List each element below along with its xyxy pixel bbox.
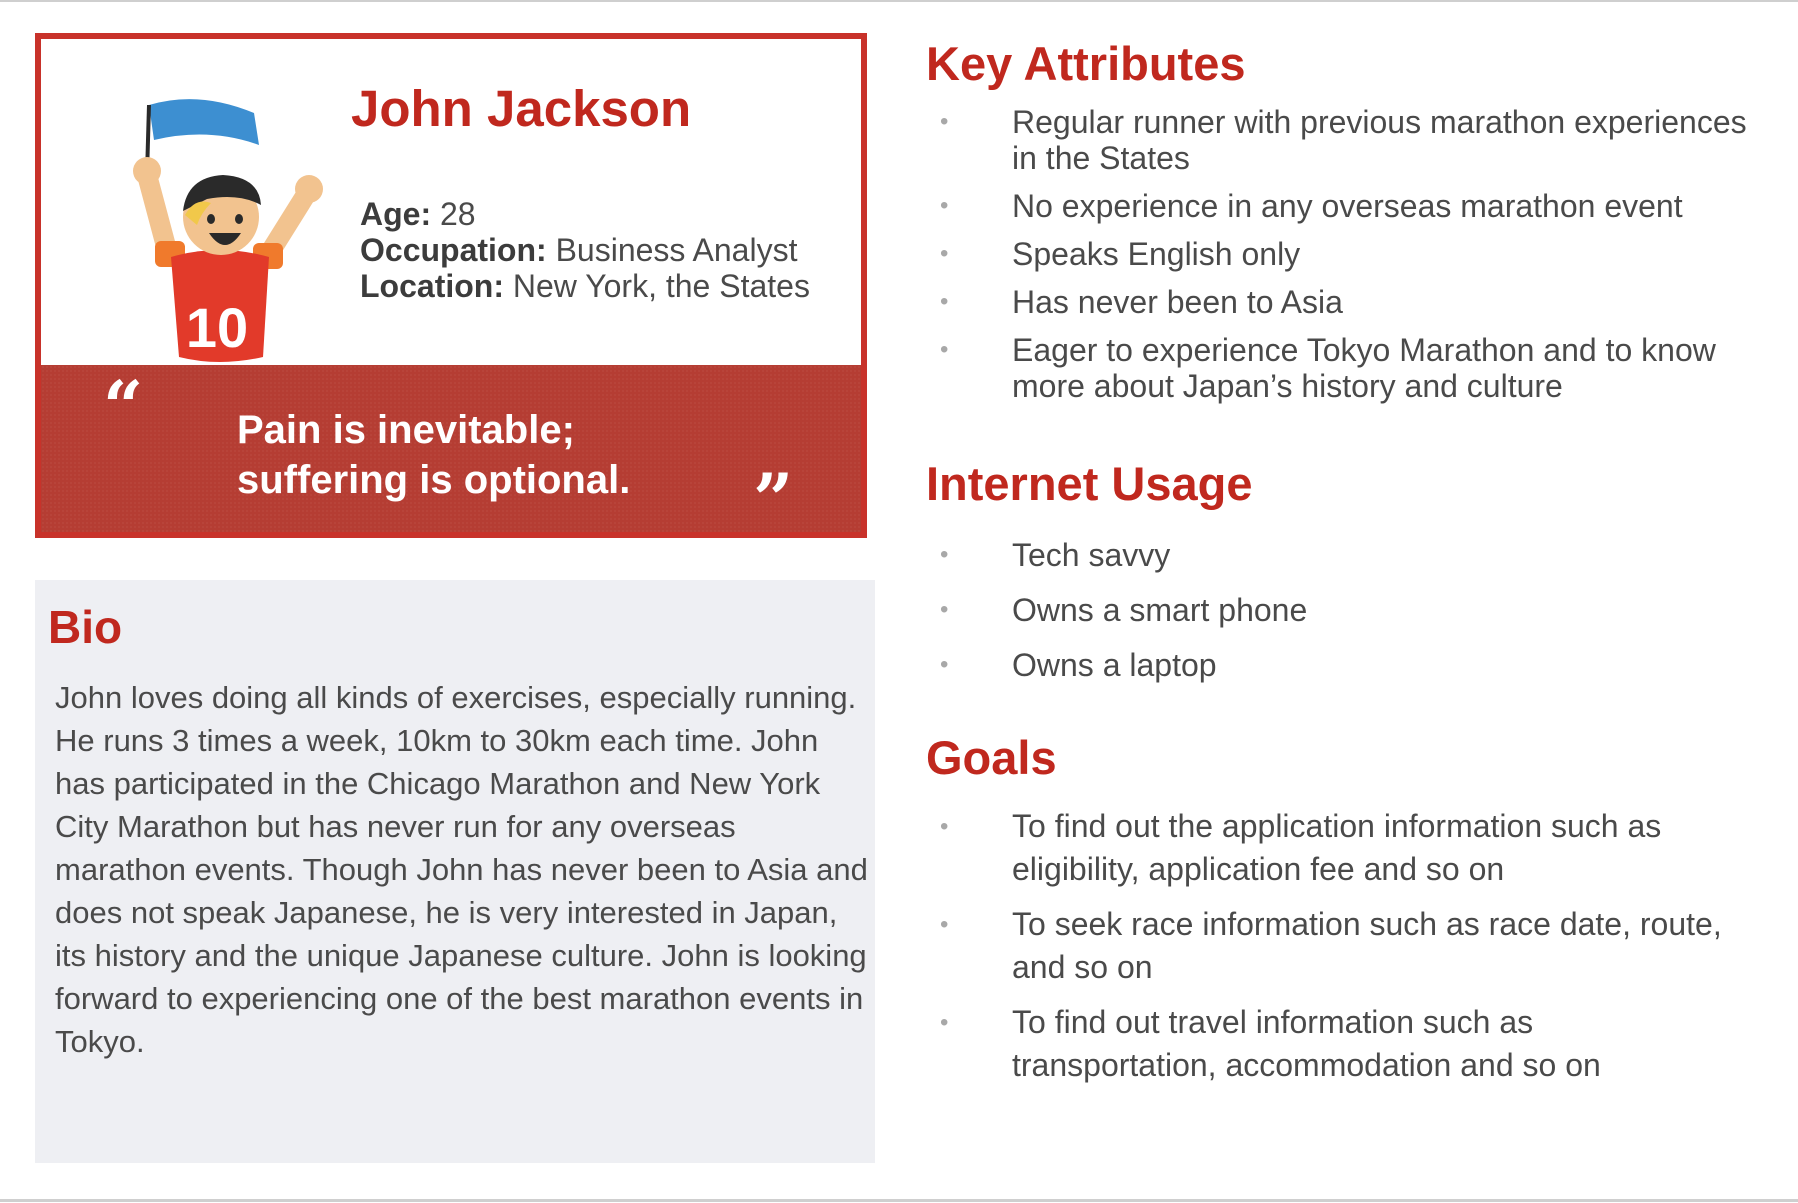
location-row: Location: New York, the States [360, 268, 810, 304]
list-item: Owns a laptop [940, 645, 1770, 685]
persona-quote: Pain is inevitable; suffering is optiona… [237, 405, 630, 505]
location-value: New York, the States [512, 268, 810, 304]
list-item: To find out the application information … [940, 805, 1730, 891]
bio-panel: Bio John loves doing all kinds of exerci… [35, 580, 875, 1163]
top-divider [0, 0, 1798, 2]
open-quote-icon: “ [103, 365, 144, 448]
goals-list: To find out the application information … [940, 805, 1730, 1099]
profile-card: 10 John Jackson Age: 28 Occupation: Busi… [35, 33, 867, 540]
list-item: Regular runner with previous marathon ex… [940, 104, 1770, 176]
occupation-label: Occupation: [360, 232, 547, 268]
persona-name: John Jackson [351, 80, 692, 137]
list-item: Has never been to Asia [940, 284, 1770, 320]
internet-usage-list: Tech savvy Owns a smart phone Owns a lap… [940, 535, 1770, 700]
location-label: Location: [360, 268, 504, 304]
internet-usage-title: Internet Usage [926, 457, 1253, 510]
quote-line-2: suffering is optional. [237, 458, 631, 502]
age-label: Age: [360, 196, 432, 232]
list-item: Tech savvy [940, 535, 1770, 575]
runner-avatar-icon: 10 [133, 99, 323, 362]
key-attributes-title: Key Attributes [926, 37, 1246, 90]
list-item: No experience in any overseas marathon e… [940, 188, 1770, 224]
persona-details: Age: 28 Occupation: Business Analyst Loc… [360, 196, 810, 304]
list-item: Owns a smart phone [940, 590, 1770, 630]
bio-text: John loves doing all kinds of exercises,… [55, 680, 868, 1059]
jersey-number: 10 [186, 296, 248, 359]
age-value: 28 [440, 196, 476, 232]
quote-line-1: Pain is inevitable; [237, 408, 575, 452]
list-item: Speaks English only [940, 236, 1770, 272]
occupation-value: Business Analyst [555, 232, 798, 268]
age-row: Age: 28 [360, 196, 810, 232]
list-item: Eager to experience Tokyo Marathon and t… [940, 332, 1770, 404]
list-item: To find out travel information such as t… [940, 1001, 1730, 1087]
list-item: To seek race information such as race da… [940, 903, 1730, 989]
bio-title: Bio [48, 601, 123, 653]
key-attributes-list: Regular runner with previous marathon ex… [940, 104, 1770, 416]
goals-title: Goals [926, 731, 1057, 784]
occupation-row: Occupation: Business Analyst [360, 232, 810, 268]
bottom-divider [0, 1199, 1798, 1202]
quote-band: “ Pain is inevitable; suffering is optio… [41, 365, 861, 540]
close-quote-icon: ” [753, 458, 794, 541]
